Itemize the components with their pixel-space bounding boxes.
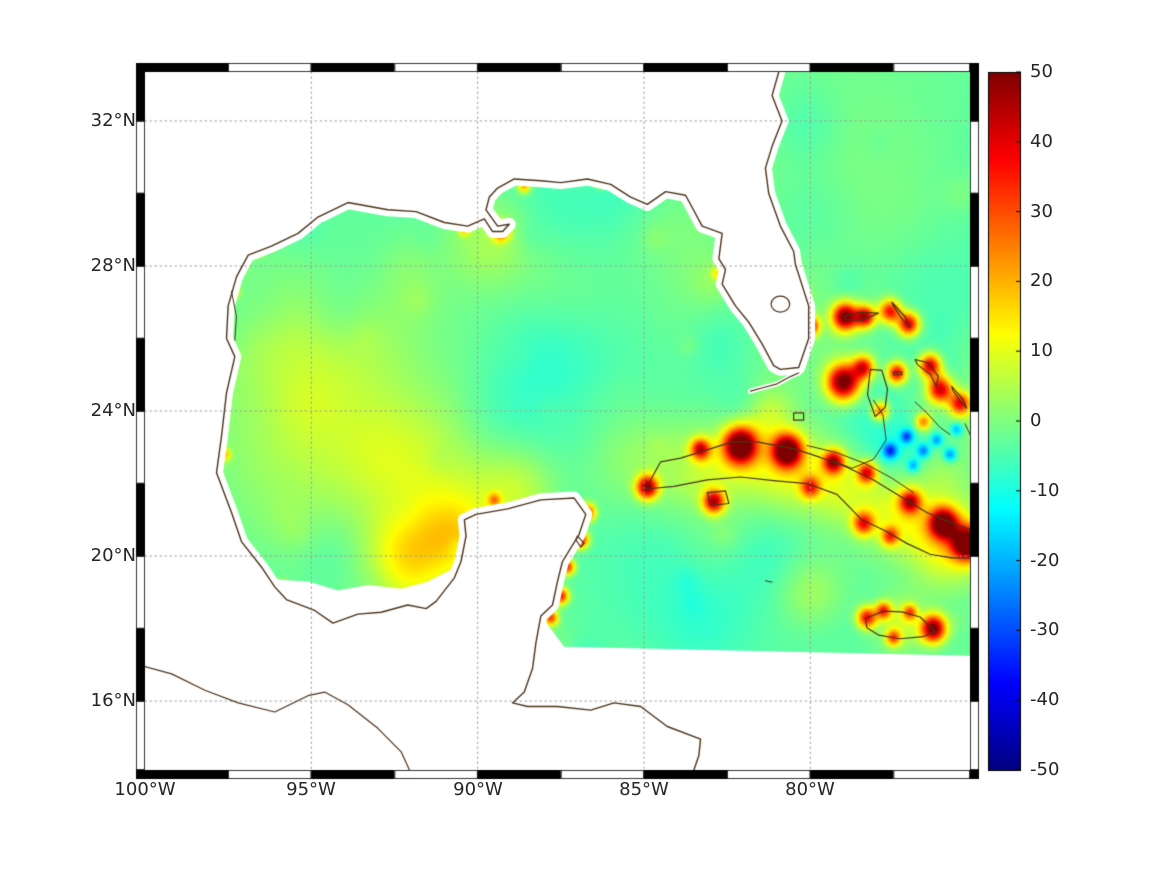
x-tick-label: 90°W <box>453 779 503 800</box>
colorbar-tick-label: -30 <box>1030 619 1060 640</box>
y-tick-label: 20°N <box>90 545 136 566</box>
colorbar-tick-label: 50 <box>1030 61 1053 82</box>
y-tick-label: 24°N <box>90 400 136 421</box>
colorbar-tick-label: 20 <box>1030 270 1053 291</box>
colorbar-tick-label: 0 <box>1030 410 1042 431</box>
colorbar-tick-label: -50 <box>1030 759 1060 780</box>
y-tick-label: 32°N <box>90 110 136 131</box>
colorbar-tick-label: -10 <box>1030 480 1060 501</box>
colorbar-tick-label: 30 <box>1030 201 1053 222</box>
x-tick-label: 100°W <box>114 779 176 800</box>
y-tick-label: 16°N <box>90 690 136 711</box>
y-tick-label: 28°N <box>90 255 136 276</box>
colorbar-tick-label: -40 <box>1030 689 1060 710</box>
x-tick-label: 95°W <box>286 779 336 800</box>
colorbar-tick-label: 10 <box>1030 340 1053 361</box>
x-tick-label: 85°W <box>619 779 669 800</box>
colorbar-tick-label: 40 <box>1030 131 1053 152</box>
x-tick-label: 80°W <box>785 779 835 800</box>
colorbar-tick-label: -20 <box>1030 550 1060 571</box>
